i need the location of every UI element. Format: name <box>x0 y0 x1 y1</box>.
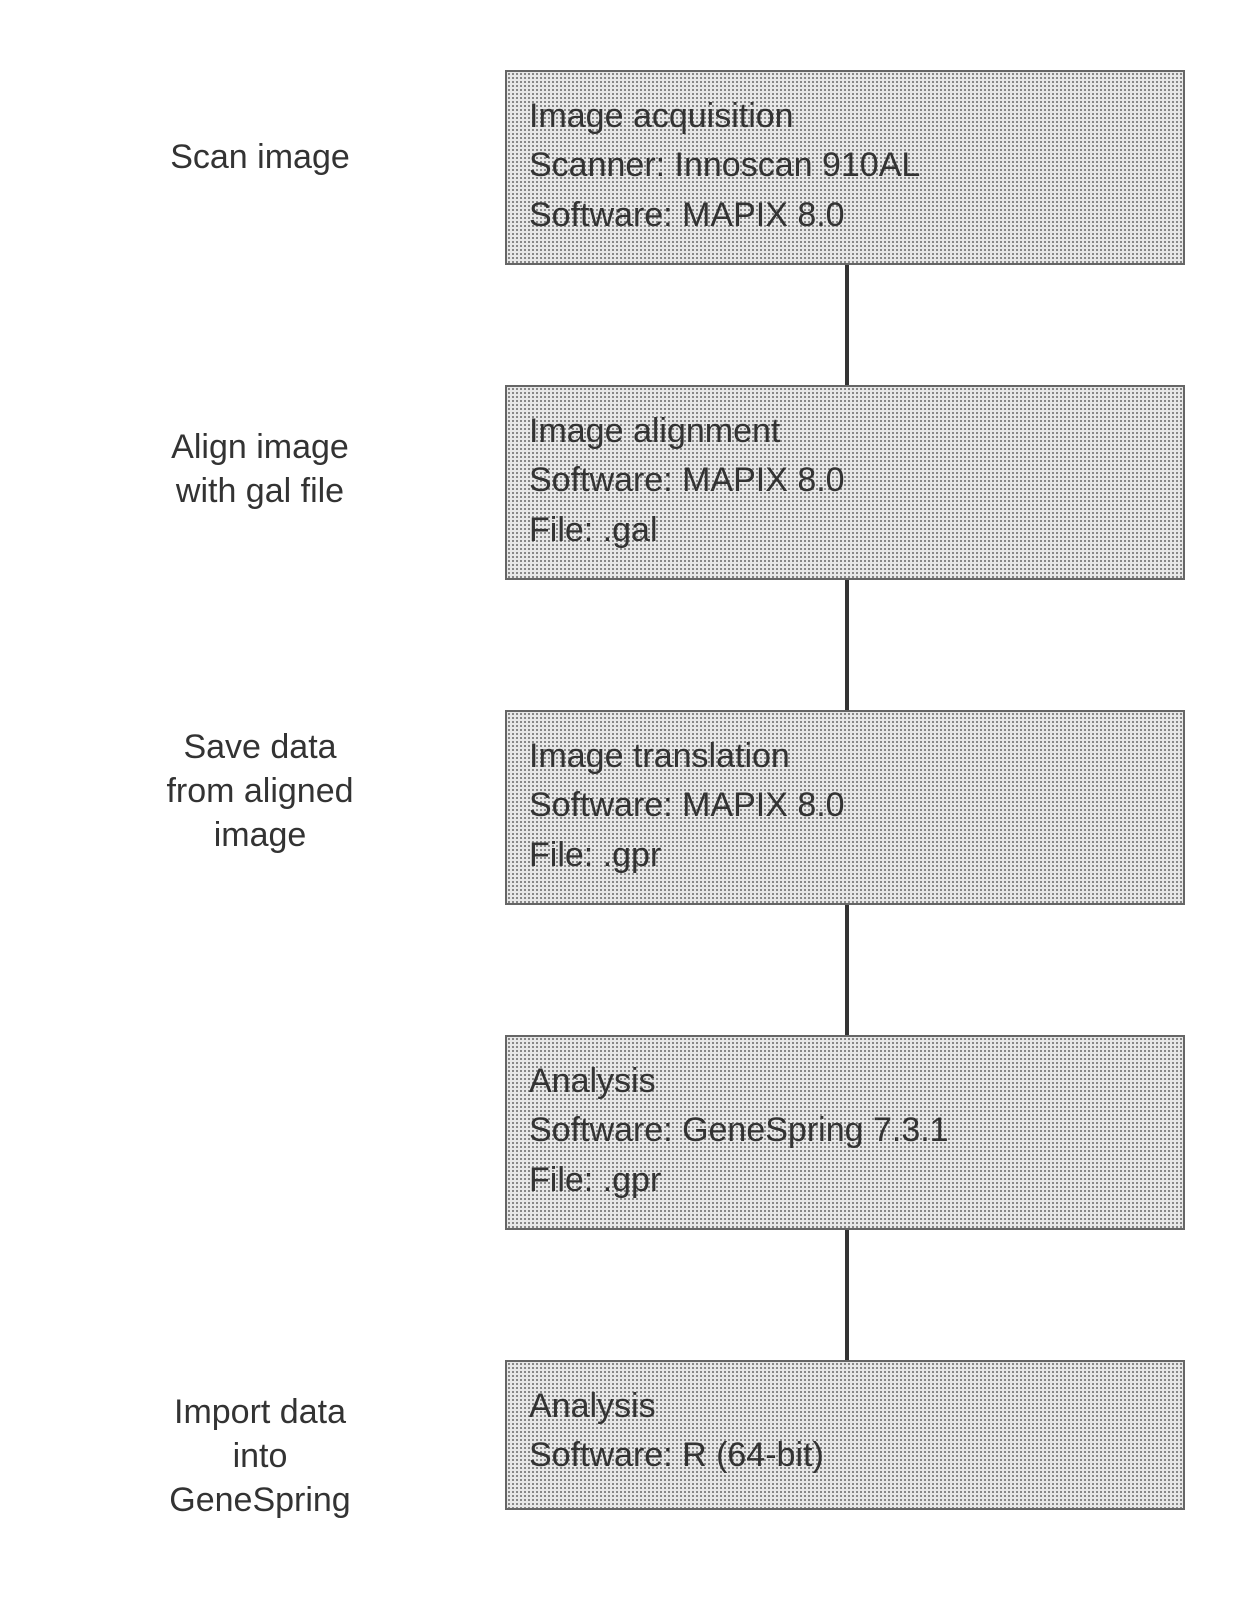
step-label-4-line-2: into <box>70 1434 450 1478</box>
flow-node-1-line-3: Software: MAPIX 8.0 <box>529 191 1161 240</box>
step-label-3: Save datafrom alignedimage <box>70 725 450 858</box>
step-label-2: Align imagewith gal file <box>70 425 450 513</box>
step-label-3-line-1: Save data <box>70 725 450 769</box>
flow-node-2: Image alignmentSoftware: MAPIX 8.0File: … <box>505 385 1185 580</box>
step-label-3-line-3: image <box>70 813 450 857</box>
flow-node-1: Image acquisitionScanner: Innoscan 910AL… <box>505 70 1185 265</box>
connector-1 <box>845 265 849 385</box>
step-label-2-line-2: with gal file <box>70 469 450 513</box>
step-label-3-line-2: from aligned <box>70 769 450 813</box>
step-label-4-line-3: GeneSpring <box>70 1478 450 1522</box>
flowchart-diagram: Scan image Align imagewith gal file Save d… <box>0 0 1240 1598</box>
flow-node-4-line-1: Analysis <box>529 1057 1161 1106</box>
connector-2 <box>845 580 849 710</box>
flow-node-3-line-2: Software: MAPIX 8.0 <box>529 781 1161 830</box>
flow-node-2-line-1: Image alignment <box>529 407 1161 456</box>
flow-node-3-line-3: File: .gpr <box>529 831 1161 880</box>
flow-node-3-line-1: Image translation <box>529 732 1161 781</box>
step-label-4: Import dataintoGeneSpring <box>70 1390 450 1523</box>
flow-node-2-line-2: Software: MAPIX 8.0 <box>529 456 1161 505</box>
flow-node-3: Image translationSoftware: MAPIX 8.0File… <box>505 710 1185 905</box>
flow-node-4-line-2: Software: GeneSpring 7.3.1 <box>529 1106 1161 1155</box>
flow-node-1-line-1: Image acquisition <box>529 92 1161 141</box>
flow-node-5: AnalysisSoftware: R (64-bit) <box>505 1360 1185 1510</box>
flow-node-1-line-2: Scanner: Innoscan 910AL <box>529 141 1161 190</box>
step-label-1-line-1: Scan image <box>70 135 450 179</box>
flow-node-4: AnalysisSoftware: GeneSpring 7.3.1File: … <box>505 1035 1185 1230</box>
step-label-2-line-1: Align image <box>70 425 450 469</box>
connector-4 <box>845 1230 849 1360</box>
flow-node-2-line-3: File: .gal <box>529 506 1161 555</box>
step-label-1: Scan image <box>70 135 450 179</box>
flow-node-5-line-1: Analysis <box>529 1382 1161 1431</box>
flow-node-5-line-2: Software: R (64-bit) <box>529 1431 1161 1480</box>
connector-3 <box>845 905 849 1035</box>
flow-node-4-line-3: File: .gpr <box>529 1156 1161 1205</box>
step-label-4-line-1: Import data <box>70 1390 450 1434</box>
